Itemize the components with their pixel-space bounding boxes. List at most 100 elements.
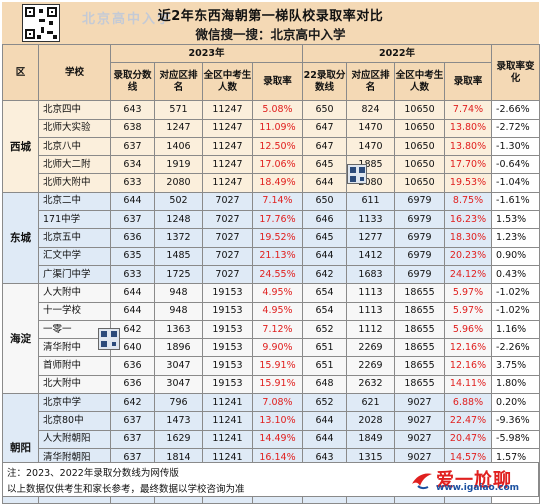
col-rank-2023: 对应区排名 — [154, 62, 203, 102]
rank-2023: 3047 — [154, 374, 203, 395]
header-row-fields: 录取分数线 对应区排名 全区中考生人数 录取率 22录取分数线 对应区排名 全区… — [3, 62, 540, 102]
table-row: 清华附中 640 1896 19153 9.90% 651 2269 18655 12.16% -… — [3, 338, 541, 358]
school-name: 北京四中 — [38, 100, 111, 120]
col-district: 区 — [2, 43, 39, 102]
rate-2022: 12.16% — [444, 356, 493, 376]
min-score-2022: 647 — [302, 118, 348, 138]
min-score-2023: 642 — [110, 393, 155, 413]
rank-2022: 1113 — [346, 301, 396, 321]
school-name: 首师附中 — [38, 356, 111, 376]
rate-2022: 12.16% — [444, 338, 493, 358]
min-score-2023: 636 — [110, 374, 155, 395]
rank-2022: 1683 — [346, 264, 396, 285]
min-score-2022: 645 — [302, 228, 348, 248]
total-2023: 11247 — [202, 173, 253, 193]
rate-2023: 19.52% — [251, 228, 304, 248]
district-cell: 海淀 — [2, 283, 39, 395]
total-2023: 19153 — [202, 283, 253, 303]
total-2022: 9027 — [394, 411, 446, 431]
rate-2022: 22.47% — [444, 411, 493, 431]
table-row: 北京五中 636 1372 7027 19.52% 645 1277 6979 18.30% 1.… — [3, 228, 541, 248]
qr-code-small-icon — [347, 164, 367, 184]
table-row: 海淀 人大附中 644 948 19153 4.95% 654 1113 18655 5.97% -… — [2, 283, 541, 395]
admission-table: 区 学校 2023年 2022年 录取率变化 录取分数线 对应区排名 全区中考生… — [2, 43, 541, 504]
school-name: 清华附中 — [38, 338, 111, 358]
rate-2022: 16.23% — [444, 210, 493, 230]
district-cell: 西城 — [2, 100, 39, 193]
min-score-2023: 644 — [110, 191, 155, 212]
school-name: 一零一 — [38, 319, 111, 340]
rate-2022: 13.80% — [444, 118, 493, 138]
total-2022: 18655 — [394, 338, 446, 358]
rank-2022: 1277 — [346, 228, 396, 248]
total-2023: 11247 — [202, 100, 253, 120]
footer-note-1: 注：2023、2022年录取分数线为网传版 — [7, 468, 179, 479]
total-2023: 7027 — [202, 210, 253, 230]
rank-2022: 2632 — [346, 374, 396, 395]
table-row: 汇文中学 635 1485 7027 21.13% 644 1412 6979 20.23% 0.… — [3, 246, 541, 266]
rank-2022: 1133 — [346, 210, 396, 230]
total-2022: 18655 — [394, 319, 446, 340]
rate-2022: 13.80% — [444, 136, 493, 157]
total-2022: 18655 — [394, 374, 446, 395]
rank-2023: 502 — [154, 191, 203, 212]
school-name: 北京五中 — [38, 228, 111, 248]
min-score-2023: 636 — [110, 356, 155, 376]
min-score-2022: 645 — [302, 155, 348, 175]
total-2022: 18655 — [394, 283, 446, 303]
min-score-2023: 633 — [110, 264, 155, 285]
total-2023: 19153 — [202, 301, 253, 321]
rank-2023: 1473 — [154, 411, 203, 431]
rate-2022: 17.70% — [444, 155, 493, 175]
rate-2023: 13.10% — [251, 411, 304, 431]
school-name: 北京中学 — [38, 393, 111, 413]
rank-2022: 621 — [346, 393, 396, 413]
min-score-2022: 651 — [302, 338, 348, 358]
rank-2023: 571 — [154, 100, 203, 120]
total-2023: 11247 — [202, 155, 253, 175]
rate-2023: 21.13% — [251, 246, 304, 266]
school-name: 北师大附中 — [38, 173, 111, 193]
total-2023: 19153 — [202, 319, 253, 340]
total-2022: 9027 — [394, 393, 446, 413]
total-2022: 10650 — [394, 173, 446, 193]
rate-2022: 19.53% — [444, 173, 493, 193]
total-2022: 10650 — [394, 155, 446, 175]
rate-2023: 18.49% — [251, 173, 304, 193]
total-2022: 10650 — [394, 100, 446, 120]
school-name: 十一学校 — [38, 301, 111, 321]
school-name: 汇文中学 — [38, 246, 111, 266]
total-2023: 7027 — [202, 264, 253, 285]
col-rate-2022: 录取率 — [444, 62, 493, 102]
rate-change: -2.72% — [491, 118, 541, 138]
footer-notes: 注：2023、2022年录取分数线为网传版 以上数据仅供考生和家长参考，最终数据… — [2, 462, 539, 497]
col-min-score-2022: 22录取分数线 — [302, 62, 348, 102]
logo-brand: 爱一尬聊 — [436, 470, 512, 491]
watermark-top: 北京高中入学 — [82, 12, 173, 27]
total-2023: 11241 — [202, 411, 253, 431]
table-row: 一零一 642 1363 19153 7.12% 652 1112 18655 5.96% 1.1… — [3, 319, 541, 340]
school-name: 北师大实验 — [38, 118, 111, 138]
school-name: 171中学 — [38, 210, 111, 230]
rate-change: 1.23% — [491, 228, 541, 248]
school-name: 北师大二附 — [38, 155, 111, 175]
table-row: 北京八中 637 1406 11247 12.50% 647 1470 10650 13.80%… — [3, 136, 541, 157]
min-score-2022: 644 — [302, 411, 348, 431]
min-score-2023: 644 — [110, 301, 155, 321]
min-score-2023: 643 — [110, 100, 155, 120]
table-row: 北京80中 637 1473 11241 13.10% 644 2028 9027 22.47%… — [3, 411, 541, 431]
rank-2023: 2080 — [154, 173, 203, 193]
rank-2023: 1919 — [154, 155, 203, 175]
total-2023: 7027 — [202, 191, 253, 212]
col-total-2023: 全区中考生人数 — [202, 62, 253, 102]
site-logo: 爱一尬聊 www.igaiao.com — [410, 466, 530, 494]
rate-2022: 24.12% — [444, 264, 493, 285]
rate-2022: 5.96% — [444, 319, 493, 340]
total-2023: 11241 — [202, 429, 253, 449]
table-row: 西城 北京四中 643 571 11247 5.08% 650 824 10650 7.74% -2… — [2, 100, 541, 193]
col-year-2023: 2023年 — [109, 43, 304, 64]
rate-change: -0.64% — [491, 155, 541, 175]
rate-change: -2.26% — [491, 338, 541, 358]
col-rank-2022: 对应区排名 — [346, 62, 396, 102]
total-2022: 9027 — [394, 429, 446, 449]
